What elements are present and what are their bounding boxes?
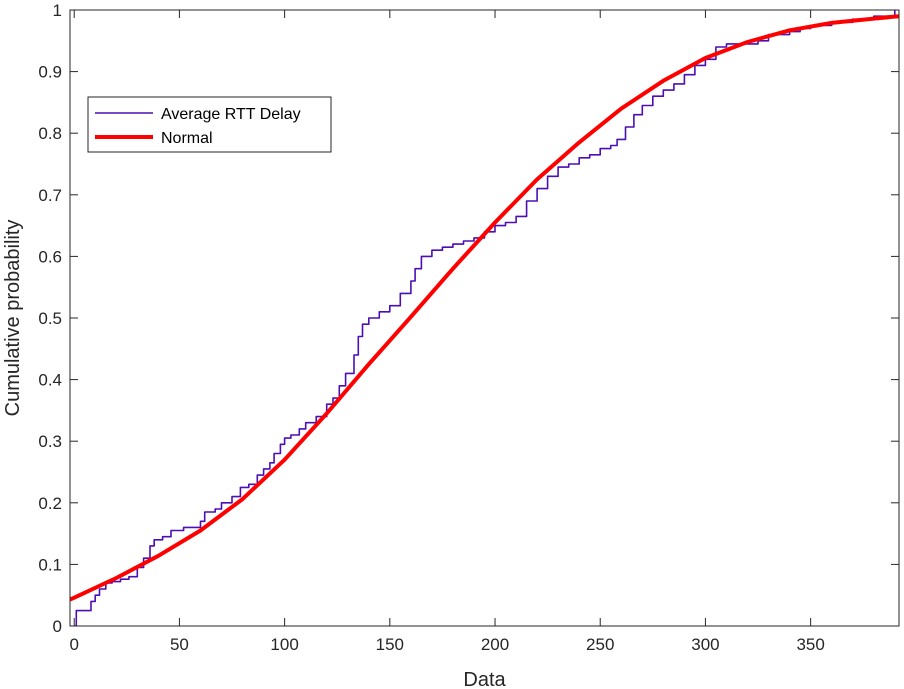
y-tick-label: 0.6 [38, 247, 62, 266]
series-line-normal [70, 14, 899, 602]
x-tick-label: 300 [691, 635, 719, 654]
ticks-layer: 0 50 100 150 200 250 300 350 0 0.1 0.2 0.3 0.4 0.5 0.6… [38, 1, 899, 654]
legend-box [87, 96, 332, 153]
series-layer [70, 10, 899, 626]
x-tick-label: 200 [481, 635, 509, 654]
x-tick-label: 150 [376, 635, 404, 654]
legend-label-average-rtt-delay: Average RTT Delay [161, 106, 301, 123]
y-tick-label: 0.8 [38, 124, 62, 143]
y-axis-label: Cumulative probability [2, 220, 24, 417]
x-tick-label: 0 [69, 635, 78, 654]
x-tick-label: 50 [170, 635, 189, 654]
x-tick-label: 100 [270, 635, 298, 654]
y-tick-label: 0 [53, 617, 62, 636]
y-tick-label: 0.5 [38, 309, 62, 328]
y-tick-label: 0.3 [38, 432, 62, 451]
y-tick-label: 1 [53, 1, 62, 20]
x-tick-label: 350 [796, 635, 824, 654]
x-axis-label: Data [463, 669, 506, 689]
y-tick-label: 0.9 [38, 63, 62, 82]
legend: Average RTT Delay Normal [87, 96, 332, 153]
y-tick-label: 0.2 [38, 494, 62, 513]
y-tick-label: 0.7 [38, 186, 62, 205]
legend-label-normal: Normal [161, 130, 213, 147]
y-tick-label: 0.1 [38, 555, 62, 574]
series-line-average-rtt-delay [74, 10, 896, 626]
x-tick-label: 250 [586, 635, 614, 654]
y-tick-label: 0.4 [38, 371, 62, 390]
